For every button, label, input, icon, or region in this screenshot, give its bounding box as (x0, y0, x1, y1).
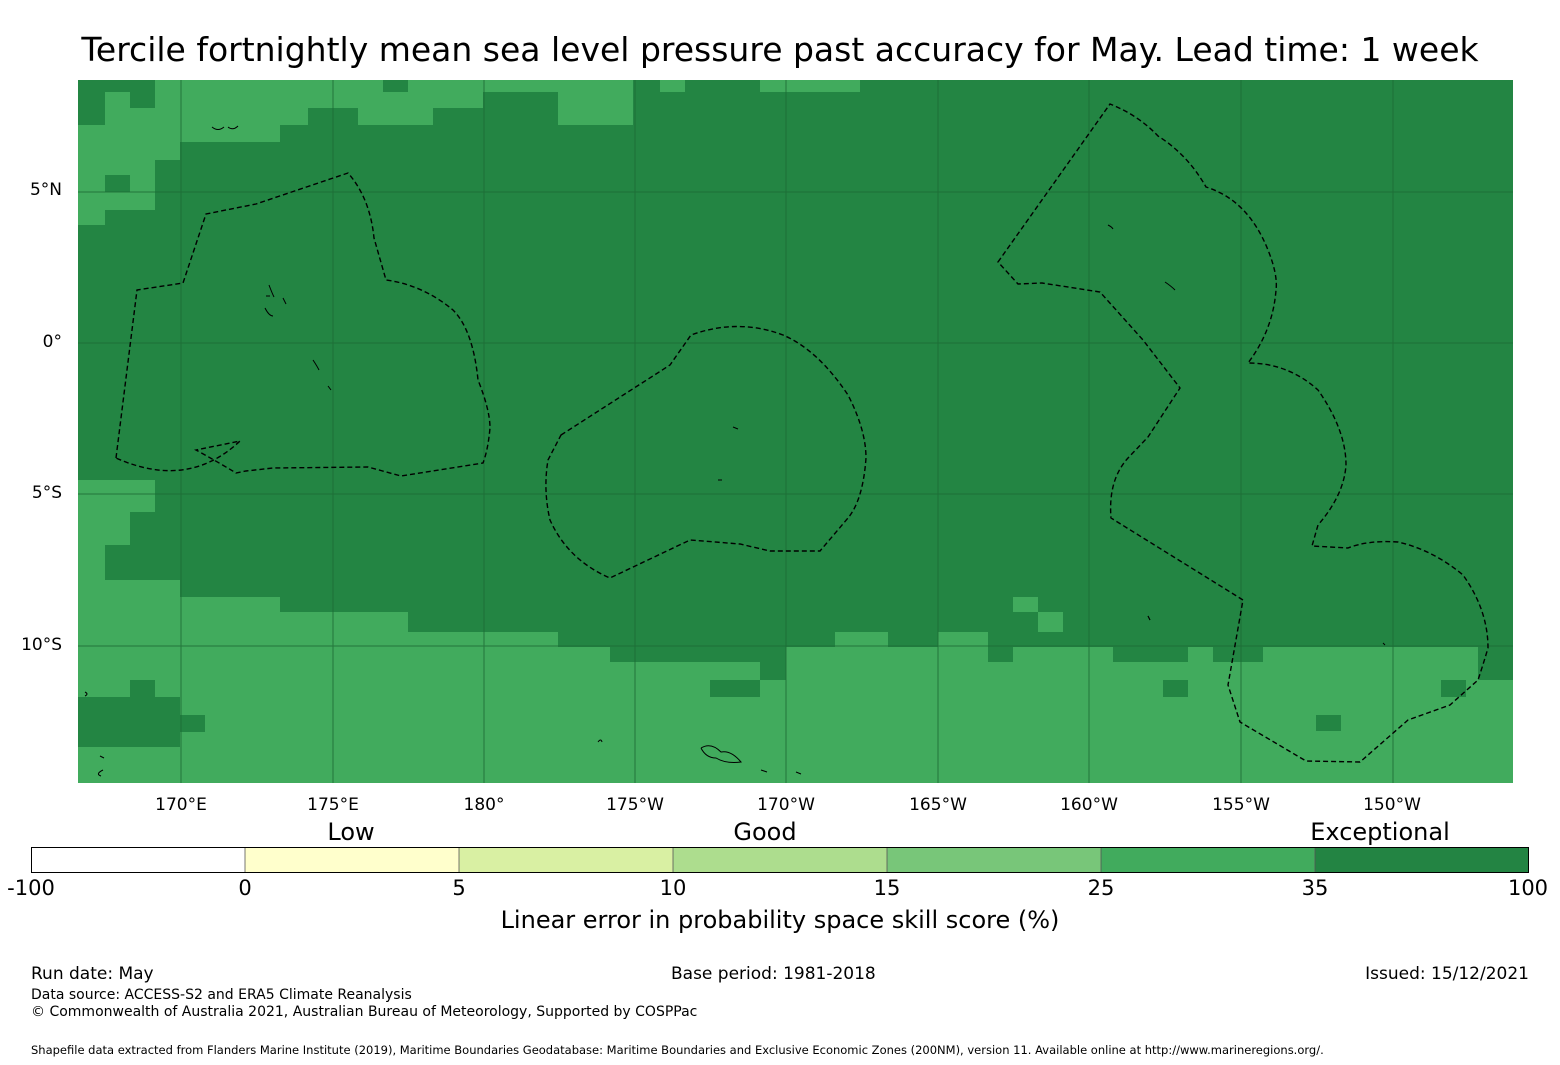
good-skill-cell (835, 632, 888, 647)
island-outlines (84, 125, 1386, 777)
colorbar-tick: -100 (7, 876, 55, 900)
category-label-low: Low (327, 818, 375, 846)
colorbar-segment (1315, 847, 1529, 873)
lat-label: 10°S (21, 635, 62, 655)
exceptional-skill-cell (1316, 715, 1341, 731)
colorbar-tick: 35 (1301, 876, 1329, 900)
lat-label: 5°N (29, 180, 62, 200)
exceptional-skill-cell (180, 715, 205, 732)
eez-boundaries (115, 103, 1489, 763)
colorbar-segment (31, 847, 246, 873)
exceptional-skill-cell (1441, 680, 1466, 697)
colorbar-segment (459, 847, 674, 873)
eez-boundary-line-islands (997, 103, 1489, 763)
shapefile-credit: Shapefile data extracted from Flanders M… (31, 1043, 1324, 1057)
colorbar-tick: 15 (873, 876, 901, 900)
colorbar-tick: 10 (659, 876, 687, 900)
data-source: Data source: ACCESS-S2 and ERA5 Climate … (31, 987, 412, 1003)
lon-label: 155°W (1212, 795, 1270, 815)
good-skill-cell (760, 80, 860, 92)
category-label-good: Good (733, 818, 797, 846)
exceptional-skill-cell (710, 680, 760, 697)
colorbar-title: Linear error in probability space skill … (500, 906, 1060, 934)
copyright: © Commonwealth of Australia 2021, Austra… (31, 1004, 698, 1020)
lon-label: 165°W (909, 795, 967, 815)
lon-label: 180° (463, 795, 505, 815)
map-gridlines (78, 80, 1513, 783)
lon-label: 170°E (155, 795, 207, 815)
category-label-exceptional: Exceptional (1310, 818, 1450, 846)
exceptional-skill-cell (383, 80, 408, 92)
good-skill-region-northwest (78, 80, 308, 225)
map-title: Tercile fortnightly mean sea level press… (81, 30, 1479, 69)
colorbar-tick: 0 (238, 876, 252, 900)
exceptional-skill-cell (1163, 680, 1188, 697)
eez-boundary-kiribati-gilberts (115, 172, 491, 477)
issued-date: Issued: 15/12/2021 (1365, 964, 1529, 984)
colorbar-segment (245, 847, 460, 873)
colorbar-segment (1101, 847, 1316, 873)
exceptional-skill-cell (130, 80, 155, 108)
exceptional-skill-cell (130, 680, 155, 697)
lon-label: 160°W (1060, 795, 1118, 815)
exceptional-skill-cell (105, 175, 130, 192)
good-skill-cell (255, 597, 280, 612)
colorbar (31, 847, 1529, 873)
lat-label: 5°S (31, 483, 62, 503)
good-skill-region-west (78, 480, 408, 632)
base-period: Base period: 1981-2018 (671, 964, 876, 984)
good-skill-cell (1013, 597, 1038, 612)
exceptional-skill-cell (78, 697, 180, 747)
colorbar-segment (887, 847, 1102, 873)
colorbar-segment (673, 847, 888, 873)
eez-boundary-tokelau (545, 325, 867, 579)
lon-label: 150°W (1363, 795, 1421, 815)
good-skill-cell (938, 632, 963, 647)
lon-label: 175°W (606, 795, 664, 815)
colorbar-tick: 100 (1507, 876, 1549, 900)
run-date: Run date: May (31, 964, 154, 984)
good-skill-cell (660, 80, 685, 92)
good-skill-region-south (78, 632, 1513, 783)
colorbar-tick: 5 (452, 876, 466, 900)
good-skill-cell (1038, 612, 1063, 632)
skill-map (78, 80, 1513, 783)
lon-label: 175°E (307, 795, 359, 815)
lat-label: 0° (42, 332, 62, 352)
colorbar-tick: 25 (1087, 876, 1115, 900)
lon-label: 170°W (757, 795, 815, 815)
